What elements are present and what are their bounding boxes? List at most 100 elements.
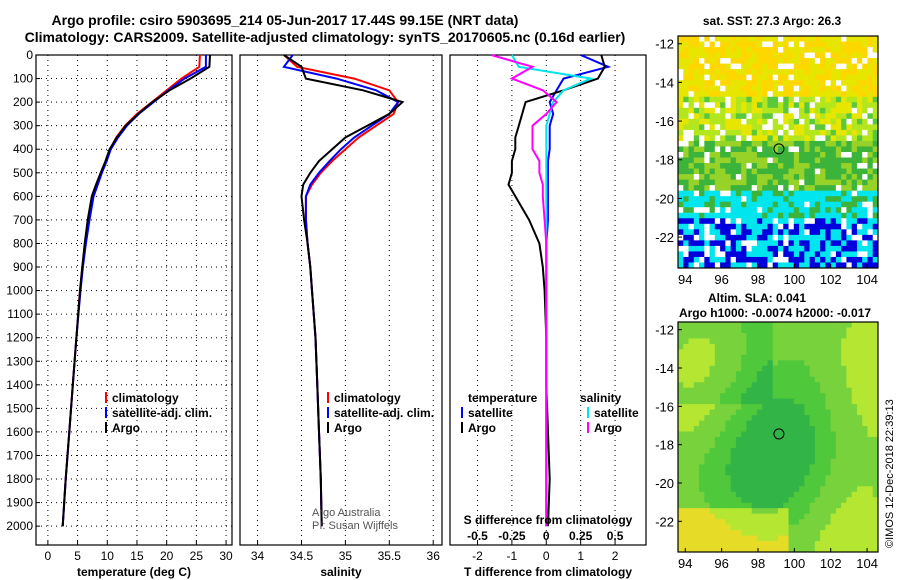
- s-tick-label: -0.25: [498, 529, 526, 543]
- sla-map-cell: [809, 360, 816, 367]
- sla-map-cell: [751, 398, 758, 405]
- sst-map-cell: [772, 91, 779, 98]
- sla-map-cell: [778, 338, 784, 345]
- sst-map-cell: [683, 52, 690, 59]
- sla-map-cell: [746, 338, 753, 345]
- sla-map-cell: [756, 371, 763, 378]
- sst-map-cell: [735, 157, 742, 164]
- sla-map-cell: [867, 371, 874, 378]
- sst-map-cell: [830, 251, 837, 258]
- sst-map-cell: [788, 207, 795, 214]
- sla-map-cell: [730, 343, 737, 350]
- sst-map-cell: [872, 190, 879, 197]
- sla-map-cell: [762, 447, 768, 454]
- sst-map-cell: [783, 96, 790, 103]
- sla-map-cell: [856, 431, 863, 438]
- y-tick-label: 1600: [6, 425, 33, 439]
- sla-map-cell: [772, 431, 779, 438]
- sla-map-cell: [772, 349, 779, 356]
- sla-map-cell: [772, 464, 779, 471]
- sst-map-cell: [856, 41, 863, 48]
- sst-map-cell: [741, 256, 747, 263]
- sst-map-cell: [841, 262, 847, 269]
- sla-map-cell: [872, 491, 879, 498]
- sla-map-cell: [814, 524, 821, 531]
- sla-map-cell: [788, 426, 795, 433]
- sla-map-cell: [741, 442, 747, 449]
- sla-map-cell: [814, 338, 821, 345]
- sst-map-cell: [693, 135, 700, 142]
- sla-map-cell: [746, 491, 753, 498]
- sst-map-cell: [714, 168, 721, 175]
- sst-map-cell: [762, 124, 768, 131]
- sla-map-cell: [678, 398, 684, 405]
- sst-map-cell: [804, 58, 811, 65]
- sla-map-cell: [851, 420, 858, 427]
- sst-map-cell: [693, 124, 700, 131]
- s-tick-label: 0: [543, 529, 550, 543]
- sst-map-cell: [841, 152, 847, 159]
- sla-map-cell: [846, 480, 853, 487]
- sla-map-cell: [783, 447, 790, 454]
- sst-map-cell: [793, 74, 800, 81]
- sla-map-cell: [762, 530, 768, 537]
- sst-map-cell: [835, 174, 842, 181]
- sst-map-cell: [714, 212, 721, 219]
- sst-map-cell: [835, 190, 842, 197]
- sst-map-cell: [746, 135, 753, 142]
- sla-map-cell: [735, 497, 742, 504]
- sst-map-cell: [862, 124, 868, 131]
- sst-map-cell: [751, 80, 758, 87]
- sst-map-cell: [825, 152, 832, 159]
- sst-map-cell: [799, 234, 805, 241]
- y-tick-label: 200: [13, 95, 33, 109]
- sla-map-cell: [809, 338, 816, 345]
- sla-map-cell: [725, 491, 732, 498]
- sst-map-cell: [793, 168, 800, 175]
- sla-map-cell: [872, 486, 879, 493]
- sla-map-cell: [714, 497, 721, 504]
- sla-map-cell: [756, 535, 763, 542]
- sla-map-cell: [814, 398, 821, 405]
- sst-map-cell: [809, 157, 816, 164]
- sla-map-cell: [678, 349, 684, 356]
- sst-map-cell: [851, 207, 858, 214]
- sst-map-cell: [793, 163, 800, 170]
- sst-map-cell: [856, 223, 863, 230]
- sst-map-cell: [762, 251, 768, 258]
- sla-map-cell: [709, 322, 716, 328]
- sla-map-cell: [735, 382, 742, 389]
- sst-map-cell: [809, 196, 816, 203]
- sla-map-cell: [756, 338, 763, 345]
- sst-map-cell: [841, 69, 847, 76]
- sla-map-cell: [741, 519, 747, 526]
- sla-map-cell: [804, 343, 811, 350]
- sla-map-cell: [693, 365, 700, 372]
- sla-map-cell: [841, 365, 847, 372]
- sla-map-cell: [741, 426, 747, 433]
- sla-map-cell: [793, 480, 800, 487]
- sla-map-cell: [851, 409, 858, 416]
- sla-map-cell: [783, 458, 790, 465]
- sst-map-cell: [699, 256, 705, 263]
- sst-map-cell: [851, 74, 858, 81]
- sst-map-cell: [788, 63, 795, 70]
- sla-map-cell: [678, 464, 684, 471]
- sst-map-cell: [862, 174, 868, 181]
- sst-map-cell: [862, 218, 868, 225]
- sst-map-cell: [867, 201, 874, 208]
- sla-map-cell: [867, 349, 874, 356]
- y-tick-label: 1100: [7, 307, 33, 321]
- sla-map-cell: [814, 480, 821, 487]
- sla-map-cell: [704, 415, 711, 422]
- sst-map-cell: [804, 179, 811, 186]
- sla-map-cell: [862, 469, 868, 476]
- sst-map-cell: [846, 63, 853, 70]
- sla-map-cell: [756, 546, 763, 553]
- sst-map-cell: [830, 113, 837, 120]
- sst-map-cell: [830, 174, 837, 181]
- sst-map-cell: [714, 196, 721, 203]
- sst-map-cell: [751, 113, 758, 120]
- sla-map-cell: [746, 343, 753, 350]
- sla-map-cell: [730, 327, 737, 334]
